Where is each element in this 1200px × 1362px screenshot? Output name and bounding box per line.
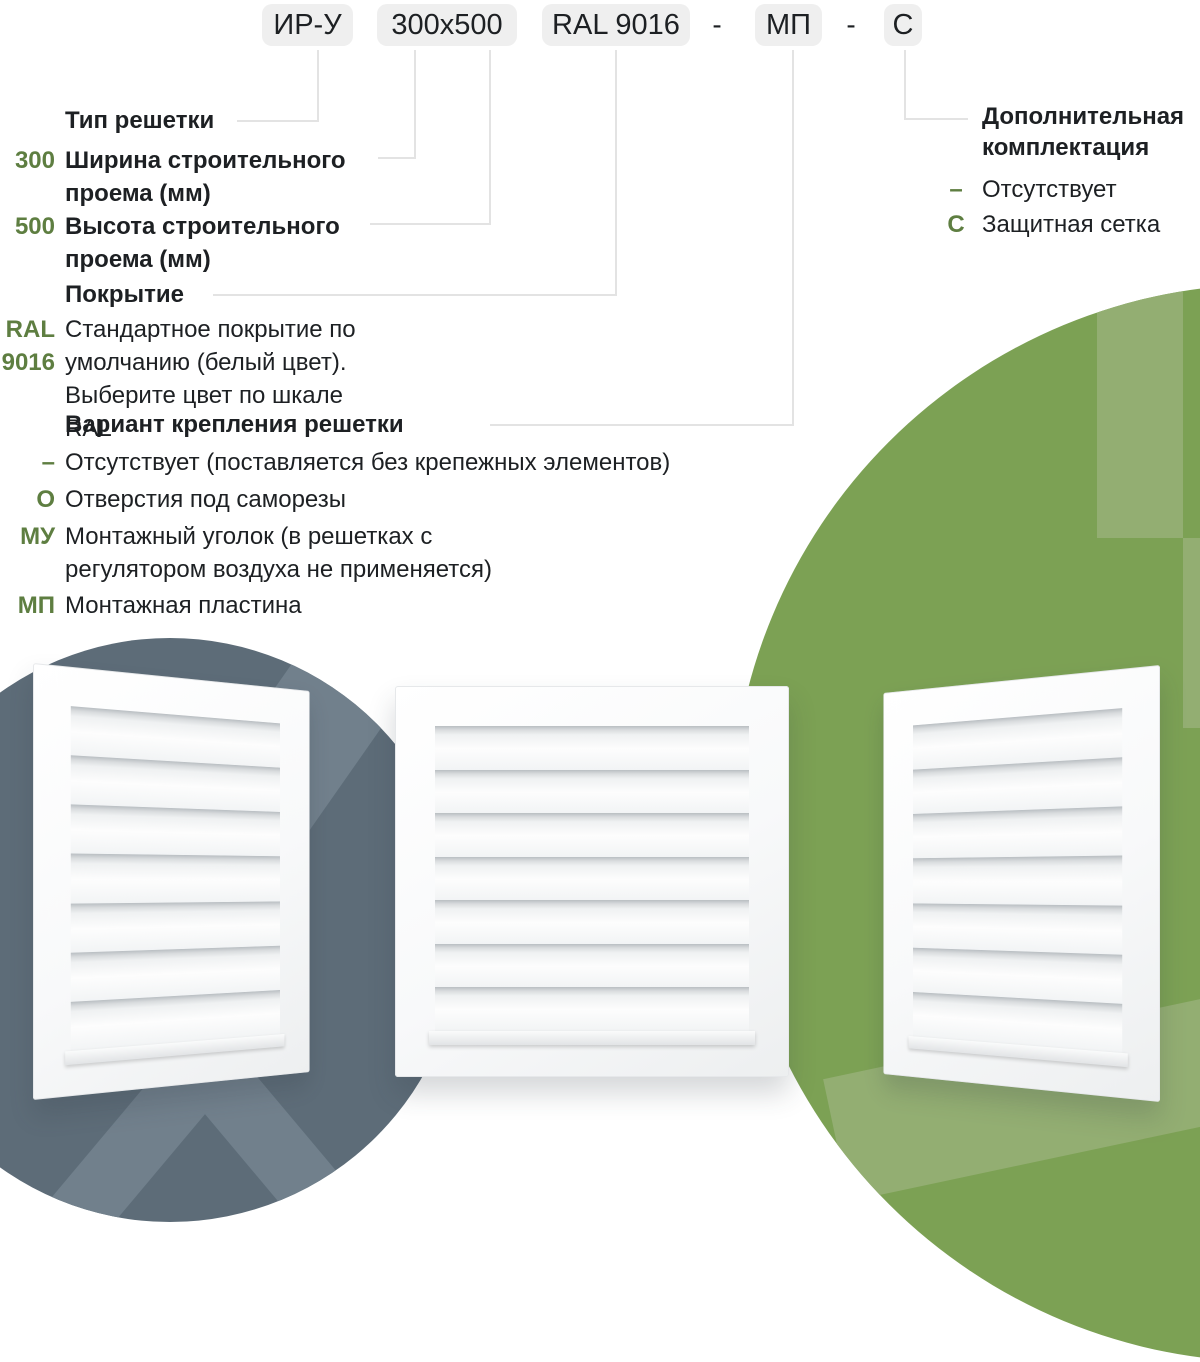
connector-mounting [490, 50, 794, 426]
legend-label: Ширина строительного проема (мм) [65, 147, 346, 207]
code-badge-size: 300х500 [377, 4, 517, 46]
louver-slat [435, 769, 749, 814]
legend-code: RAL 9016 [1, 316, 55, 376]
louver-slat [913, 855, 1123, 906]
code-badge-accessory: С [884, 4, 922, 46]
louver-slat [435, 856, 749, 901]
connector-width [378, 50, 416, 159]
grille-photo-center [395, 686, 789, 1077]
green-light-band-foot [1183, 538, 1200, 728]
connector-coating [213, 50, 617, 296]
legend-label: Тип решетки [65, 107, 215, 134]
legend-code: 500 [14, 213, 55, 240]
louver-slat [435, 987, 749, 1032]
legend-code: С [947, 211, 965, 238]
legend-label: Высота строительного проема (мм) [65, 213, 340, 273]
legend-code: МУ [20, 523, 55, 550]
louver-slat [70, 804, 280, 857]
legend-label: Вариант крепления решетки [65, 411, 404, 438]
louver-slat [435, 943, 749, 988]
code-separator: - [712, 9, 722, 40]
legend-label: Монтажный уголок (в решетках с регулятор… [65, 523, 493, 583]
connector-accessories [904, 50, 968, 120]
legend-code: О [36, 486, 55, 513]
legend-label: Стандартное покрытие по умолчанию (белый… [65, 316, 356, 442]
louver-slat [70, 901, 280, 953]
green-light-band-vertical [1097, 284, 1183, 538]
code-badge-mounting: МП [755, 4, 822, 46]
louver-slat [435, 726, 749, 770]
legend-code: 300 [14, 147, 55, 174]
code-badge-ral: RAL 9016 [542, 4, 690, 46]
code-badge-type: ИР-У [262, 4, 353, 46]
legend-code: – [949, 176, 963, 203]
connector-height [370, 50, 491, 225]
grille-louvers [913, 708, 1123, 1053]
louver-slat [70, 853, 280, 904]
connector-type [237, 50, 319, 122]
grille-louvers [435, 726, 749, 1032]
louver-slat [435, 900, 749, 944]
legend-label: Отсутствует (поставляется без крепежных … [65, 449, 671, 476]
code-separator: - [846, 9, 856, 40]
louver-slat [913, 806, 1123, 859]
grille-louvers [70, 706, 280, 1051]
grille-photo-right [883, 665, 1160, 1102]
legend-code: МП [17, 592, 55, 619]
legend-label: Монтажная пластина [65, 592, 302, 619]
louver-slat [435, 813, 749, 857]
louver-slat [913, 903, 1123, 955]
legend-label: Отсутствует [982, 176, 1117, 203]
grille-bottom-lip [429, 1031, 755, 1045]
grille-photo-left [33, 663, 310, 1100]
legend-label: Защитная сетка [982, 211, 1161, 238]
legend-label: Покрытие [65, 281, 184, 308]
legend-label: Отверстия под саморезы [65, 486, 347, 513]
accessories-title: Дополнительная комплектация [982, 103, 1185, 161]
legend-code: – [41, 449, 55, 476]
